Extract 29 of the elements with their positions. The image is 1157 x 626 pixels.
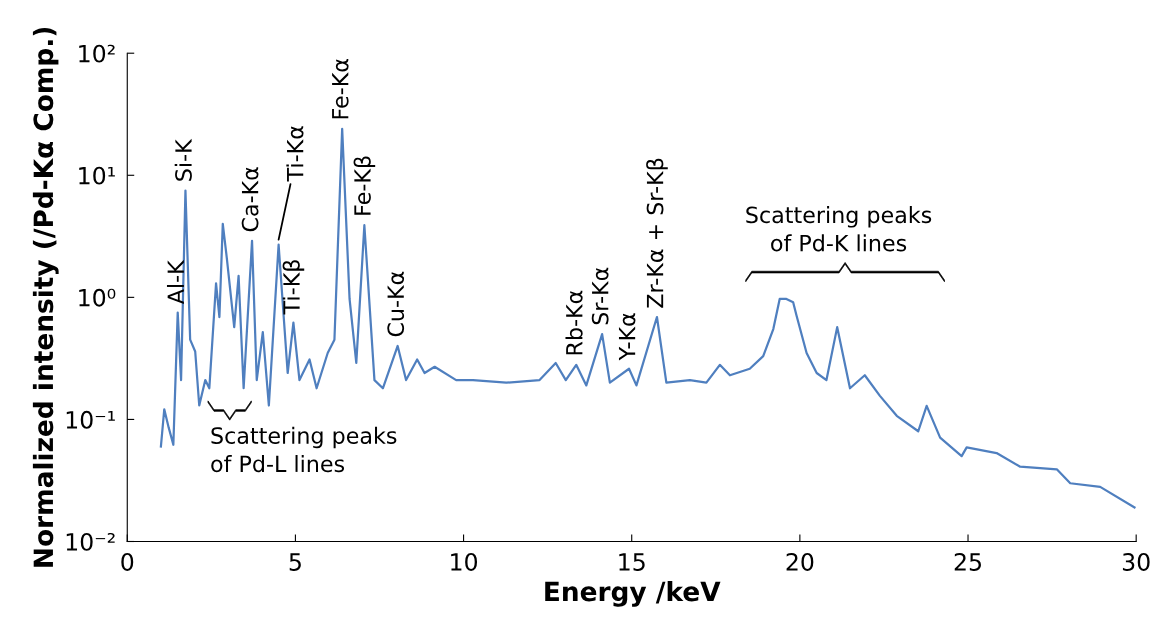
x-tick-label: 25 xyxy=(954,553,981,571)
x-tick-label: 15 xyxy=(619,553,645,571)
x-axis-title: Energy /keV xyxy=(545,581,721,607)
annotation: Cu-Kα xyxy=(387,271,405,337)
y-tick-label: 10² xyxy=(79,44,115,63)
annotation: Fe-Kα xyxy=(332,59,349,119)
annotation: Fe-Kβ xyxy=(353,156,376,215)
annotation: Ca-Kα xyxy=(241,167,259,232)
x-tick-label: 0 xyxy=(121,553,134,571)
annotation: Al-K xyxy=(166,259,184,305)
annotation: Si-K xyxy=(174,138,192,181)
y-tick-label: 10¹ xyxy=(79,166,115,185)
x-tick-label: 10 xyxy=(451,553,478,571)
y-tick-label: 10⁻² xyxy=(66,532,115,551)
annotation: Rb-Kα xyxy=(565,290,583,355)
x-tick-label: 30 xyxy=(1122,553,1150,571)
y-tick-label: 10⁰ xyxy=(79,288,116,307)
x-tick-label: 5 xyxy=(289,553,301,571)
x-tick-label: 20 xyxy=(786,553,814,571)
y-tick-label: 10⁻¹ xyxy=(66,410,115,429)
annotation: Y-Kα xyxy=(618,313,636,361)
y-axis-title: Normalized intensity (/Pd-Kα Comp.) xyxy=(32,27,59,567)
annotation: Zr-Kα + Sr-Kβ xyxy=(646,158,668,308)
annotation: Sr-Kα xyxy=(591,267,609,325)
annotation: Ti-Kα xyxy=(286,126,304,182)
annotation: Ti-Kβ xyxy=(282,260,305,315)
annotation: Scattering peaks of Pd-K lines xyxy=(746,206,932,252)
annotation: Scattering peaks of Pd-L lines xyxy=(211,426,397,473)
line-series xyxy=(159,127,1136,509)
